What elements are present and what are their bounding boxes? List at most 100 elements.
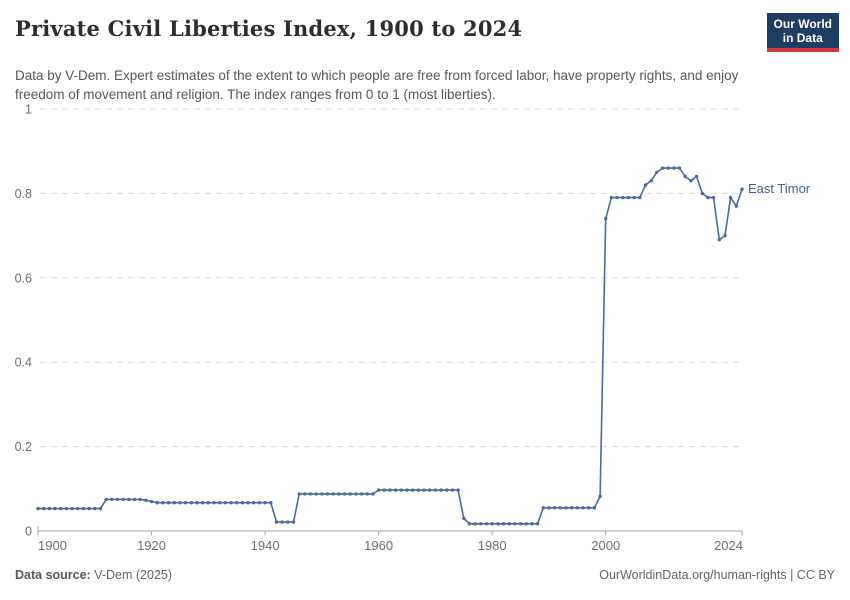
data-point-marker[interactable] — [490, 522, 494, 526]
data-point-marker[interactable] — [677, 166, 682, 170]
data-point-marker[interactable] — [64, 506, 69, 511]
data-point-marker[interactable] — [411, 488, 415, 492]
data-point-marker[interactable] — [308, 492, 313, 496]
owid-credit-link[interactable]: OurWorldinData.org/human-rights | CC BY — [599, 568, 835, 582]
data-point-marker[interactable] — [235, 501, 239, 505]
data-point-marker[interactable] — [394, 488, 398, 492]
data-point-marker[interactable] — [325, 492, 330, 496]
data-point-marker[interactable] — [672, 166, 676, 170]
data-point-marker[interactable] — [575, 506, 580, 510]
data-point-marker[interactable] — [246, 501, 250, 505]
data-point-marker[interactable] — [564, 506, 568, 510]
data-point-marker[interactable] — [643, 183, 648, 187]
data-point-marker[interactable] — [552, 506, 557, 510]
data-point-marker[interactable] — [348, 492, 352, 496]
data-point-marker[interactable] — [609, 195, 614, 200]
data-point-marker[interactable] — [110, 497, 114, 502]
data-point-marker[interactable] — [694, 174, 699, 179]
data-point-marker[interactable] — [717, 238, 721, 242]
data-point-marker[interactable] — [439, 488, 443, 492]
data-point-marker[interactable] — [93, 506, 97, 511]
series-line[interactable] — [37, 167, 743, 525]
data-point-marker[interactable] — [711, 195, 716, 200]
data-point-marker[interactable] — [524, 522, 528, 526]
data-point-marker[interactable] — [200, 501, 205, 505]
data-point-marker[interactable] — [501, 522, 506, 526]
data-point-marker[interactable] — [70, 506, 74, 511]
data-point-marker[interactable] — [98, 506, 103, 511]
data-point-marker[interactable] — [240, 501, 245, 505]
data-point-marker[interactable] — [121, 497, 125, 502]
data-point-marker[interactable] — [132, 497, 137, 502]
data-point-marker[interactable] — [257, 501, 262, 505]
data-point-marker[interactable] — [144, 498, 148, 502]
data-point-marker[interactable] — [178, 501, 182, 505]
data-point-marker[interactable] — [223, 501, 228, 505]
data-point-marker[interactable] — [104, 497, 108, 502]
data-point-marker[interactable] — [376, 488, 381, 492]
data-point-marker[interactable] — [615, 195, 619, 200]
data-point-marker[interactable] — [42, 506, 46, 511]
data-point-marker[interactable] — [195, 501, 199, 505]
data-point-marker[interactable] — [274, 520, 279, 524]
data-point-marker[interactable] — [280, 520, 284, 524]
data-point-marker[interactable] — [115, 497, 120, 502]
data-point-marker[interactable] — [462, 516, 466, 520]
data-point-marker[interactable] — [399, 488, 404, 492]
chart-plot-area[interactable]: 0 0.2 0.4 0.6 0.8 1 1900 1920 1940 1960 1980 2000 20… — [0, 95, 850, 565]
data-point-marker[interactable] — [229, 501, 233, 505]
data-point-marker[interactable] — [53, 506, 57, 511]
data-point-marker[interactable] — [445, 488, 449, 492]
data-point-marker[interactable] — [666, 166, 670, 170]
data-point-marker[interactable] — [320, 492, 324, 496]
data-point-marker[interactable] — [252, 501, 256, 505]
data-point-marker[interactable] — [286, 520, 290, 524]
data-point-marker[interactable] — [337, 492, 341, 496]
data-point-marker[interactable] — [507, 522, 511, 526]
data-point-marker[interactable] — [263, 501, 267, 505]
data-point-marker[interactable] — [581, 506, 585, 510]
data-point-marker[interactable] — [342, 492, 347, 496]
data-point-marker[interactable] — [558, 506, 562, 510]
data-point-marker[interactable] — [649, 179, 653, 183]
data-point-marker[interactable] — [388, 488, 392, 492]
data-point-marker[interactable] — [405, 488, 409, 492]
data-point-marker[interactable] — [206, 501, 210, 505]
data-point-marker[interactable] — [689, 179, 693, 183]
data-point-marker[interactable] — [166, 501, 171, 505]
owid-logo[interactable]: Our World in Data — [766, 13, 839, 52]
data-point-marker[interactable] — [331, 492, 335, 496]
series-entity-label[interactable]: East Timor — [748, 181, 811, 196]
data-point-marker[interactable] — [473, 522, 477, 526]
data-point-marker[interactable] — [740, 187, 744, 191]
data-point-marker[interactable] — [433, 488, 438, 492]
data-point-marker[interactable] — [570, 506, 574, 510]
data-point-marker[interactable] — [632, 195, 636, 200]
data-point-marker[interactable] — [291, 520, 296, 524]
data-point-marker[interactable] — [700, 191, 704, 196]
data-point-marker[interactable] — [604, 217, 608, 221]
data-point-marker[interactable] — [155, 501, 159, 505]
data-point-marker[interactable] — [530, 522, 534, 526]
data-point-marker[interactable] — [303, 492, 307, 496]
data-point-marker[interactable] — [541, 506, 545, 510]
data-point-marker[interactable] — [547, 506, 551, 510]
data-point-marker[interactable] — [47, 506, 52, 511]
data-point-marker[interactable] — [172, 501, 176, 505]
data-point-marker[interactable] — [354, 492, 358, 496]
data-point-marker[interactable] — [371, 492, 375, 496]
data-point-marker[interactable] — [592, 506, 597, 510]
data-point-marker[interactable] — [728, 195, 733, 200]
data-point-marker[interactable] — [723, 233, 727, 238]
data-point-marker[interactable] — [450, 488, 455, 492]
data-point-marker[interactable] — [297, 492, 301, 496]
data-point-marker[interactable] — [626, 195, 631, 200]
data-point-marker[interactable] — [365, 492, 369, 496]
data-point-marker[interactable] — [314, 492, 318, 496]
data-point-marker[interactable] — [456, 488, 460, 492]
data-point-marker[interactable] — [87, 506, 91, 511]
data-point-marker[interactable] — [655, 170, 659, 174]
data-point-marker[interactable] — [479, 522, 483, 526]
data-point-marker[interactable] — [382, 488, 386, 492]
data-point-marker[interactable] — [189, 501, 193, 505]
